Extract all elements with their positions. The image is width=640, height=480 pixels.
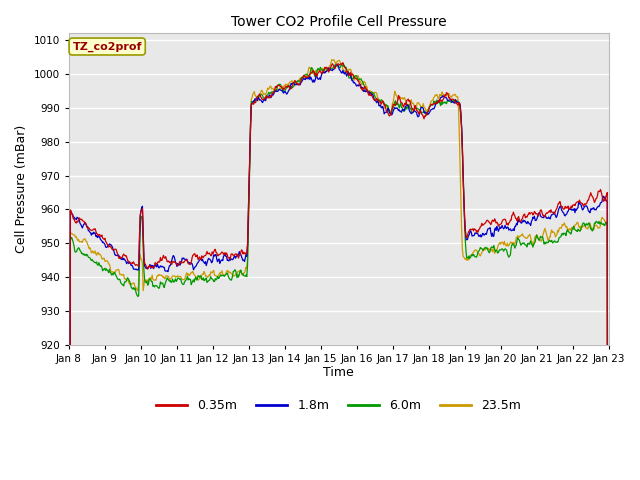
X-axis label: Time: Time: [323, 366, 354, 379]
Legend: 0.35m, 1.8m, 6.0m, 23.5m: 0.35m, 1.8m, 6.0m, 23.5m: [151, 394, 526, 417]
Y-axis label: Cell Pressure (mBar): Cell Pressure (mBar): [15, 125, 28, 253]
Title: Tower CO2 Profile Cell Pressure: Tower CO2 Profile Cell Pressure: [231, 15, 447, 29]
Text: TZ_co2prof: TZ_co2prof: [72, 41, 142, 52]
